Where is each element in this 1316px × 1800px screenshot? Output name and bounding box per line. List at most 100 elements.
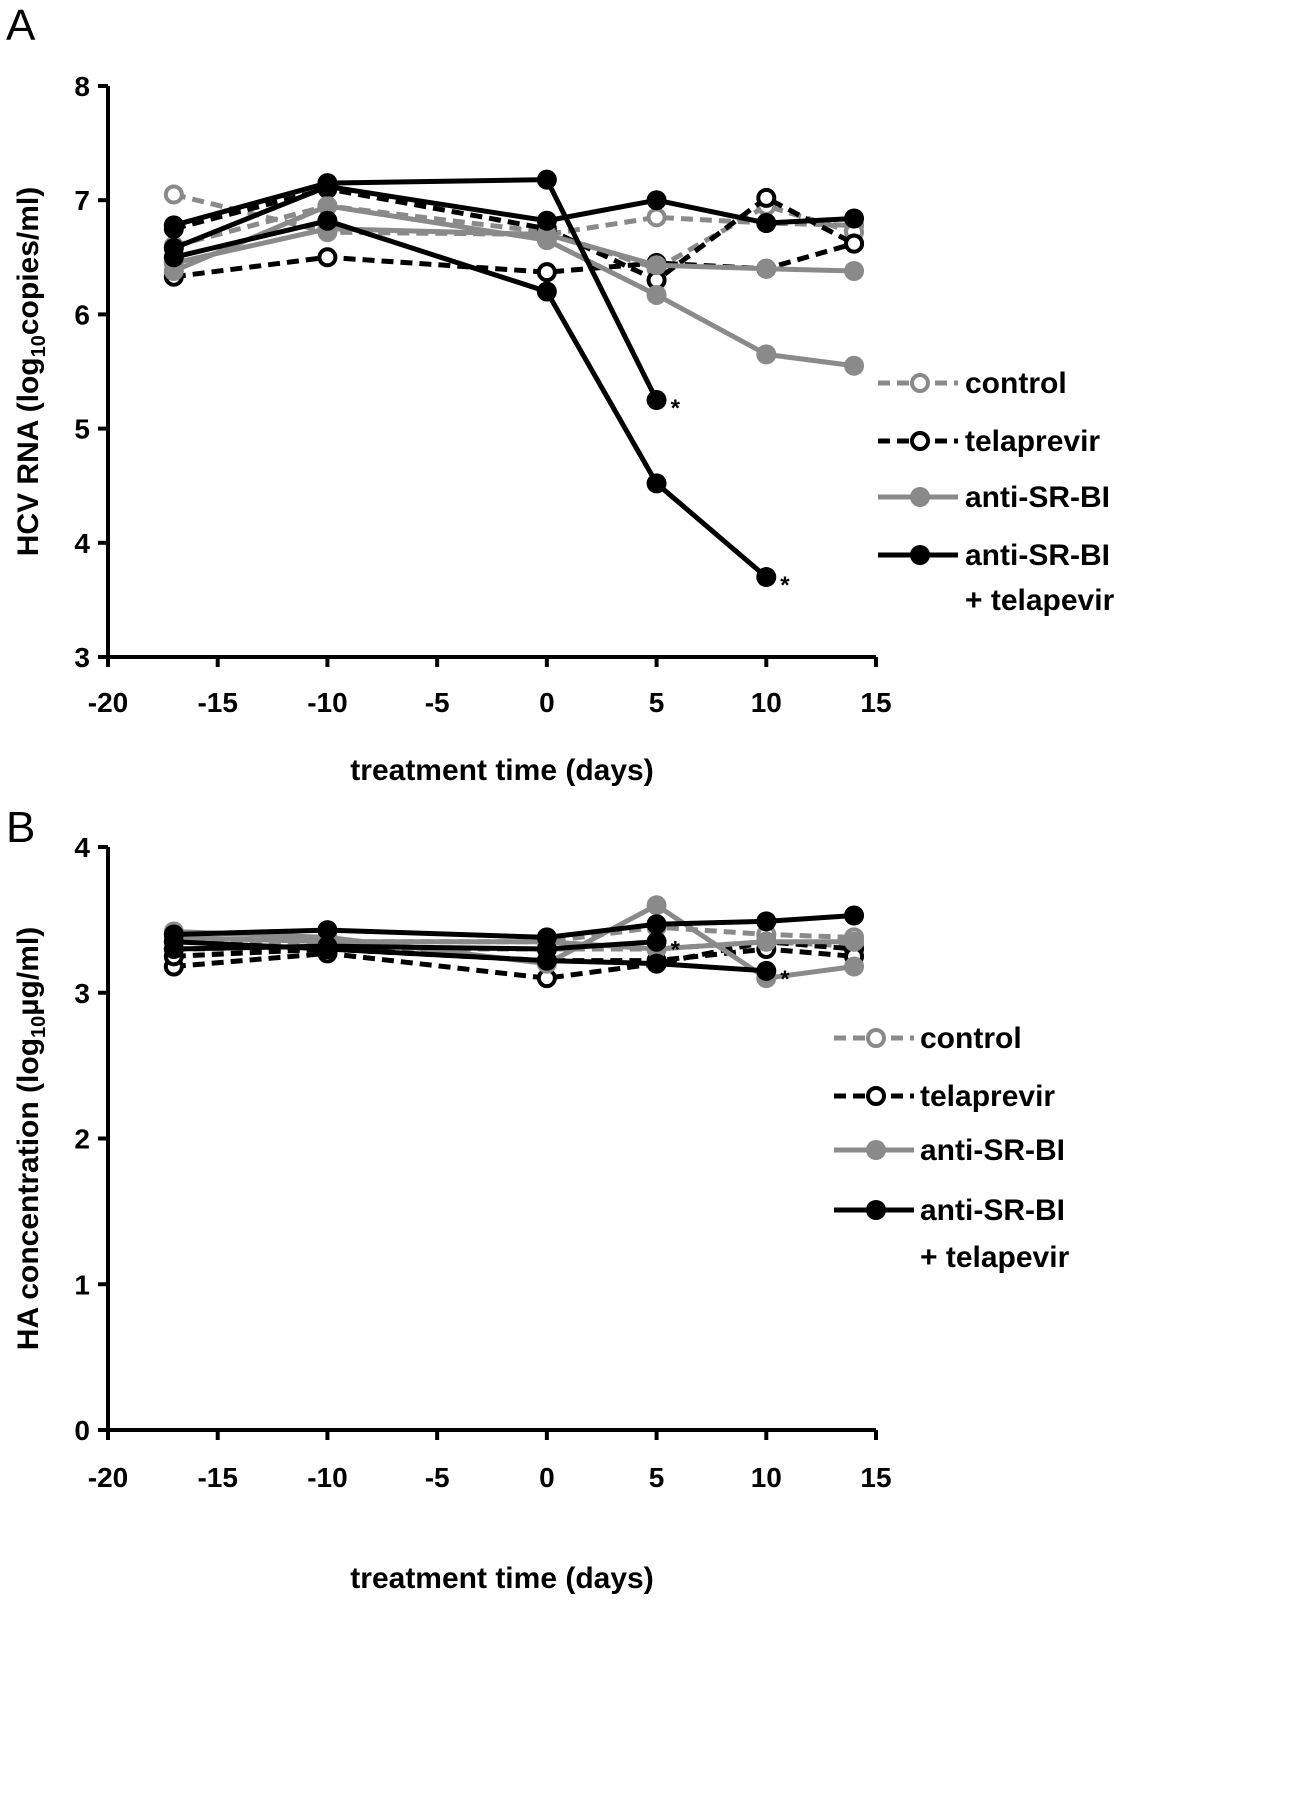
legend-label: anti-SR-BI bbox=[920, 1134, 1065, 1167]
data-point bbox=[536, 262, 557, 283]
legend: control telaprevir anti-SR-BI anti-SR-BI + t… bbox=[834, 1022, 1070, 1274]
legend-marker bbox=[910, 545, 930, 565]
y-tick-label: 4 bbox=[74, 832, 90, 863]
x-axis-label: treatment time (days) bbox=[350, 754, 653, 787]
data-point bbox=[163, 184, 184, 205]
x-tick-label: 15 bbox=[860, 1462, 891, 1493]
y-tick-label: 3 bbox=[74, 978, 90, 1009]
data-point bbox=[646, 473, 667, 494]
x-tick-label: 5 bbox=[649, 1462, 665, 1493]
legend-label: telaprevir bbox=[965, 425, 1100, 458]
data-point bbox=[646, 953, 667, 974]
y-tick-label: 6 bbox=[74, 299, 90, 330]
legend-marker bbox=[866, 1140, 886, 1160]
data-point bbox=[536, 210, 557, 231]
data-point bbox=[646, 390, 667, 411]
x-tick-label: -20 bbox=[88, 687, 128, 718]
data-point bbox=[844, 355, 865, 376]
series-line bbox=[173, 177, 659, 402]
panel-B: B 0 1 2 3 4 -20 -15 -10 -5 0 5 10 15 treatment time (d… bbox=[6, 803, 1070, 1595]
series-line bbox=[173, 226, 855, 274]
data-point bbox=[317, 920, 338, 941]
data-point bbox=[756, 960, 777, 981]
data-point bbox=[163, 238, 184, 259]
data-point bbox=[536, 950, 557, 971]
data-point bbox=[756, 344, 777, 365]
x-tick-label: 10 bbox=[751, 687, 782, 718]
significance-star: * bbox=[780, 572, 790, 599]
data-point bbox=[536, 224, 557, 245]
data-point bbox=[756, 213, 777, 234]
data-point bbox=[646, 255, 667, 276]
x-tick-label: 5 bbox=[649, 687, 665, 718]
data-point bbox=[844, 233, 865, 254]
data-point bbox=[646, 190, 667, 211]
y-axis-label: HCV RNA (log10copies/ml) bbox=[12, 187, 50, 557]
series-anti-sr-bi-telapevir bbox=[163, 176, 865, 259]
x-tick-label: -5 bbox=[425, 1462, 450, 1493]
series-anti-sr-bi-telapevir bbox=[163, 905, 865, 948]
x-tick-label: -10 bbox=[307, 687, 347, 718]
data-point bbox=[317, 939, 338, 960]
data-point bbox=[646, 931, 667, 952]
x-tick-label: -20 bbox=[88, 1462, 128, 1493]
x-tick-label: -15 bbox=[197, 687, 237, 718]
legend-label: control bbox=[920, 1022, 1022, 1055]
legend-label: + telapevir bbox=[965, 584, 1115, 617]
legend-label: anti-SR-BI bbox=[965, 481, 1110, 514]
significance-star: * bbox=[671, 395, 681, 422]
legend-marker bbox=[866, 1086, 886, 1106]
legend-label: anti-SR-BI bbox=[920, 1194, 1065, 1227]
data-point bbox=[646, 207, 667, 228]
panel-label: B bbox=[6, 803, 35, 852]
data-point bbox=[756, 911, 777, 932]
data-point bbox=[536, 927, 557, 948]
series-anti-sr-bi-telapevir: * bbox=[163, 210, 790, 599]
legend-marker bbox=[866, 1028, 886, 1048]
panel-A: A 3 4 5 6 7 8 -20 -15 -10 -5 0 5 10 15 treatment time (… bbox=[6, 1, 1115, 787]
legend-label: anti-SR-BI bbox=[965, 539, 1110, 572]
legend-label: telaprevir bbox=[920, 1080, 1055, 1113]
series-line bbox=[173, 902, 855, 981]
data-point bbox=[646, 895, 667, 916]
x-tick-label: 0 bbox=[539, 1462, 555, 1493]
series-line bbox=[173, 186, 856, 283]
data-point bbox=[756, 258, 777, 279]
x-tick-label: -10 bbox=[307, 1462, 347, 1493]
legend-marker bbox=[910, 431, 930, 451]
legend-marker bbox=[910, 487, 930, 507]
data-point bbox=[317, 210, 338, 231]
y-axis-label: HA concentration (log10µg/ml) bbox=[12, 927, 50, 1350]
significance-star: * bbox=[671, 937, 681, 964]
data-point bbox=[844, 208, 865, 229]
y-tick-label: 3 bbox=[74, 642, 90, 673]
series-line bbox=[173, 913, 855, 940]
y-tick-label: 7 bbox=[74, 185, 90, 216]
data-point bbox=[646, 914, 667, 935]
x-tick-label: 10 bbox=[751, 1462, 782, 1493]
data-point bbox=[756, 567, 777, 588]
data-point bbox=[646, 284, 667, 305]
data-point bbox=[844, 905, 865, 926]
legend-label: + telapevir bbox=[920, 1241, 1070, 1274]
data-point bbox=[317, 247, 338, 268]
x-tick-label: -15 bbox=[197, 1462, 237, 1493]
data-point bbox=[163, 924, 184, 945]
legend: control telaprevir anti-SR-BI anti-SR-BI + t… bbox=[878, 367, 1115, 617]
x-tick-label: 15 bbox=[860, 687, 891, 718]
series-line bbox=[173, 939, 855, 952]
data-point bbox=[756, 931, 777, 952]
x-tick-label: -5 bbox=[425, 687, 450, 718]
data-point bbox=[844, 956, 865, 977]
x-axis-label: treatment time (days) bbox=[350, 1562, 653, 1595]
y-tick-label: 0 bbox=[74, 1415, 90, 1446]
y-tick-label: 5 bbox=[74, 414, 90, 445]
y-tick-label: 4 bbox=[74, 528, 90, 559]
series-line bbox=[173, 241, 855, 280]
data-point bbox=[844, 261, 865, 282]
data-point bbox=[536, 169, 557, 190]
legend-marker bbox=[866, 1200, 886, 1220]
data-point bbox=[163, 215, 184, 236]
panel-label: A bbox=[6, 1, 36, 50]
legend-marker bbox=[910, 373, 930, 393]
